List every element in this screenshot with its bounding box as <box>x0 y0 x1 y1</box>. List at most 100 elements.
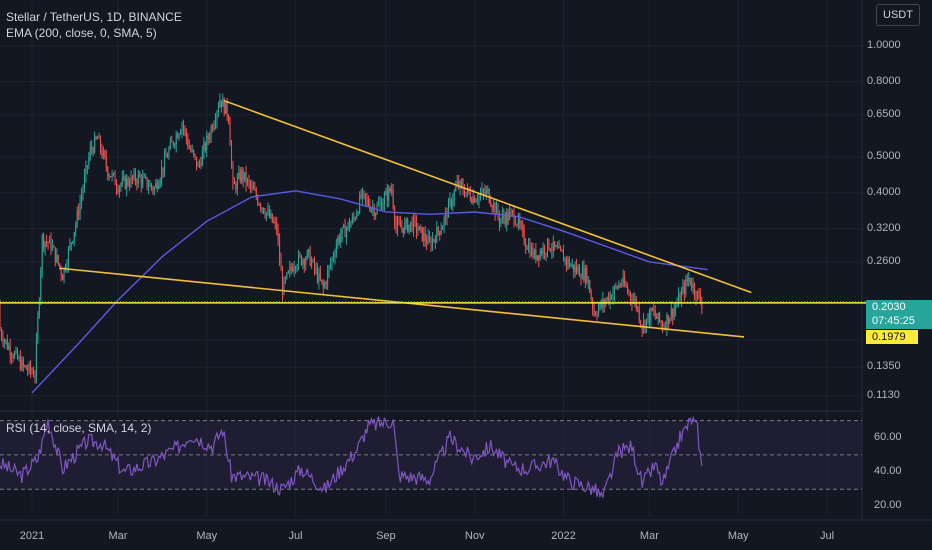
candle-body <box>500 218 502 224</box>
candle-body <box>362 191 364 198</box>
candle-body <box>510 210 512 212</box>
candle-body <box>197 163 199 167</box>
candle-body <box>210 126 212 139</box>
currency-button[interactable]: USDT <box>876 4 920 26</box>
candle-body <box>286 272 288 278</box>
rsi-indicator-label: RSI (14, close, SMA, 14, 2) <box>6 421 152 435</box>
candle-body <box>535 250 537 260</box>
candle-body <box>606 297 608 301</box>
candle-body <box>171 141 173 143</box>
candle-body <box>571 264 573 266</box>
candle-body <box>235 184 237 190</box>
candle-body <box>612 293 614 300</box>
candle-body <box>562 251 565 262</box>
candle-body <box>415 219 417 232</box>
candle-body <box>3 340 5 343</box>
candle-body <box>95 136 97 139</box>
candle-body <box>399 223 401 228</box>
candle-body <box>418 226 420 231</box>
candle-body <box>647 313 649 319</box>
time-axis-label: Jul <box>288 530 303 542</box>
candle-body <box>522 225 524 230</box>
candle-body <box>249 182 251 187</box>
candle-body <box>63 267 65 281</box>
candle-body <box>297 254 300 267</box>
candle-body <box>24 365 26 367</box>
candle-body <box>429 236 431 241</box>
candle-body <box>14 352 16 358</box>
candle-body <box>628 291 630 293</box>
candle-body <box>621 283 623 286</box>
candle-body <box>104 151 106 157</box>
candle-body <box>289 267 291 272</box>
candle-body <box>86 165 88 167</box>
candle-body <box>76 210 78 225</box>
candle-body <box>570 265 572 267</box>
candle-body <box>203 143 205 152</box>
candle-body <box>306 251 308 260</box>
candle-body <box>638 307 640 321</box>
candle-body <box>597 308 599 316</box>
candle-body <box>248 179 250 183</box>
rsi-line <box>0 415 703 499</box>
candle-body <box>420 226 422 228</box>
candle-body <box>258 203 260 205</box>
candle-body <box>220 100 222 107</box>
candle-body <box>554 241 556 247</box>
trendline-upper <box>223 100 752 294</box>
candle-body <box>188 146 190 149</box>
candle-body <box>185 130 187 139</box>
candle-body <box>643 320 645 330</box>
candle-body <box>413 216 415 231</box>
candle-body <box>88 157 90 167</box>
candle-body <box>580 276 582 279</box>
candle-body <box>72 241 74 243</box>
candle-body <box>274 222 276 224</box>
price-axis-label: 0.3200 <box>867 221 901 234</box>
candle-body <box>159 179 161 185</box>
chart-title: Stellar / TetherUS, 1D, BINANCE <box>6 10 182 24</box>
candle-body <box>54 247 56 262</box>
candle-body <box>146 177 148 188</box>
candle-body <box>696 290 698 299</box>
candle-body <box>252 186 254 190</box>
candle-body <box>691 284 693 289</box>
candle-body <box>340 235 342 242</box>
candle-body <box>222 98 224 107</box>
candle-body <box>239 172 241 182</box>
candle-body <box>118 186 120 192</box>
candle-body <box>659 312 661 322</box>
last-price-badge: 0.2030 07:45:25 <box>866 300 932 329</box>
candle-body <box>133 172 135 179</box>
candle-body <box>669 318 671 324</box>
candle-body <box>40 270 42 300</box>
candle-body <box>34 376 36 378</box>
candle-body <box>654 311 656 317</box>
candle-body <box>155 182 157 188</box>
candle-body <box>546 238 548 253</box>
candle-body <box>520 224 522 226</box>
candle-body <box>223 98 225 114</box>
candle-body <box>264 212 266 217</box>
candle-body <box>142 177 144 185</box>
candle-body <box>337 237 339 246</box>
candle-body <box>51 245 53 250</box>
candle-body <box>82 188 84 196</box>
candle-body <box>645 318 648 329</box>
candle-body <box>651 308 653 311</box>
candle-body <box>599 302 601 309</box>
candle-body <box>113 173 115 175</box>
candle-body <box>270 213 272 218</box>
candle-body <box>254 189 256 191</box>
candle-body <box>152 187 154 191</box>
candle-body <box>389 188 391 192</box>
candle-body <box>666 314 668 329</box>
candle-body <box>105 156 107 168</box>
candle-body <box>675 306 677 309</box>
candle-body <box>174 144 176 146</box>
candle-body <box>290 267 292 270</box>
candle-body <box>22 359 24 366</box>
candle-body <box>542 247 544 254</box>
candle-body <box>498 215 500 224</box>
